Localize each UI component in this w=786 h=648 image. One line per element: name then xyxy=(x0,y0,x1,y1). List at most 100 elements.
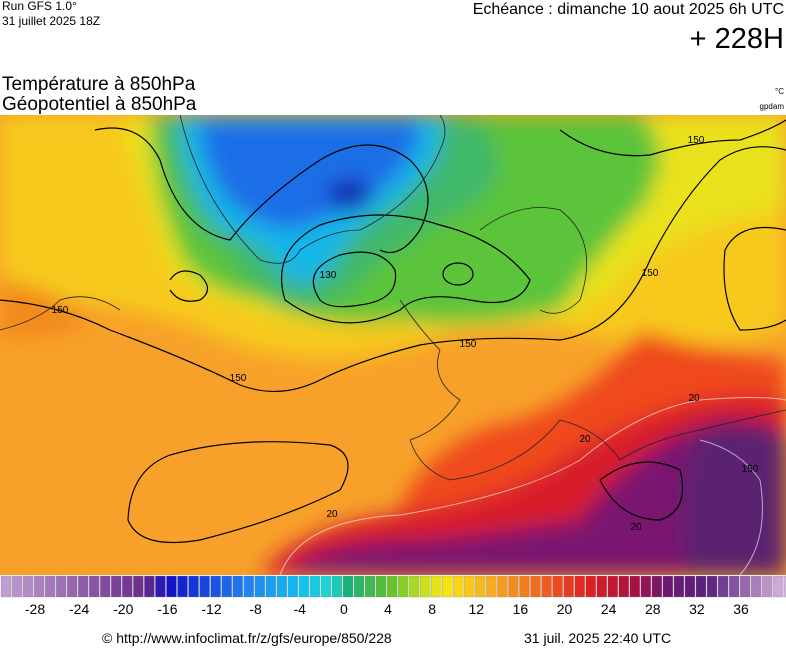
echeance: Echéance : dimanche 10 aout 2025 6h UTC xyxy=(473,1,784,18)
colorbar-swatch xyxy=(442,575,453,598)
colorbar-swatch xyxy=(519,575,530,598)
colorbar-swatch xyxy=(497,575,508,598)
colorbar-tick-label: 20 xyxy=(557,601,573,617)
contour-label: 20 xyxy=(630,522,642,533)
run-date: 31 juillet 2025 18Z xyxy=(2,14,100,28)
colorbar-swatch xyxy=(166,575,177,598)
colorbar-swatch xyxy=(210,575,221,598)
colorbar-swatch xyxy=(640,575,651,598)
contour-label: 150 xyxy=(460,339,477,350)
colorbar-swatch xyxy=(464,575,475,598)
colorbar-swatch xyxy=(89,575,100,598)
title-geopotential: Géopotentiel à 850hPa xyxy=(2,94,197,115)
colorbar-tick-label: -8 xyxy=(249,601,262,617)
colorbar-swatch xyxy=(739,575,751,598)
colorbar-tick-label: -16 xyxy=(157,601,177,617)
colorbar-swatch xyxy=(0,575,12,598)
colorbar-swatch xyxy=(309,575,321,598)
colorbar-swatch xyxy=(144,575,155,598)
colorbar-swatch xyxy=(486,575,497,598)
colorbar-tick-label: -20 xyxy=(113,601,133,617)
colorbar-swatch xyxy=(56,575,67,598)
coastlines xyxy=(0,115,786,481)
colorbar-swatch xyxy=(100,575,111,598)
colorbar-swatch xyxy=(155,575,166,598)
contour-label: 20 xyxy=(688,393,700,404)
colorbar-swatch xyxy=(276,575,287,598)
contour-label: 130 xyxy=(320,270,337,281)
colorbar-swatch xyxy=(221,575,232,598)
colorbar-swatch xyxy=(762,575,773,598)
colorbar-tick-label: 32 xyxy=(689,601,705,617)
colorbar-swatch xyxy=(508,575,519,598)
colorbar-swatch xyxy=(574,575,585,598)
colorbar-tick-label: -4 xyxy=(294,601,307,617)
colorbar-swatch xyxy=(552,575,563,598)
title-temperature: Température à 850hPa xyxy=(2,74,196,95)
contour-label: 20 xyxy=(326,509,338,520)
map: 150 130 150 150 150 150 20 20 20 20 150 xyxy=(0,115,786,575)
footer-generated: 31 juil. 2025 22:40 UTC xyxy=(524,630,671,646)
colorbar-tick-label: 12 xyxy=(468,601,484,617)
colorbar-swatch xyxy=(706,575,718,598)
colorbar-swatch xyxy=(33,575,45,598)
colorbar-swatch xyxy=(122,575,133,598)
colorbar-swatch xyxy=(453,575,464,598)
colorbar-swatch xyxy=(596,575,607,598)
colorbar-swatch xyxy=(265,575,276,598)
colorbar-swatch xyxy=(22,575,34,598)
contour-label: 150 xyxy=(688,135,705,146)
contour-label: 150 xyxy=(642,268,659,279)
colorbar-swatch xyxy=(475,575,486,598)
contour-label: 20 xyxy=(579,434,591,445)
colorbar-swatch xyxy=(431,575,442,598)
colorbar-swatch xyxy=(629,575,640,598)
contour-label: 150 xyxy=(230,373,247,384)
colorbar-swatch xyxy=(287,575,298,598)
colorbar-tick-label: -12 xyxy=(201,601,221,617)
colorbar-swatch xyxy=(784,575,786,598)
footer-url: © http://www.infoclimat.fr/z/gfs/europe/… xyxy=(102,630,392,646)
colorbar-swatch xyxy=(673,575,685,598)
colorbar-swatch xyxy=(420,575,431,598)
colorbar-swatch xyxy=(320,575,332,598)
colorbar-swatch xyxy=(342,575,354,598)
colorbar-swatch xyxy=(232,575,243,598)
colorbar-swatch xyxy=(375,575,387,598)
colorbar-swatch xyxy=(364,575,376,598)
colorbar-swatch xyxy=(199,575,210,598)
colorbar-swatch xyxy=(409,575,420,598)
colorbar-swatch xyxy=(541,575,552,598)
colorbar-swatch xyxy=(397,575,409,598)
colorbar-swatch xyxy=(78,575,89,598)
geopotential-contours xyxy=(0,119,786,544)
colorbar-swatch xyxy=(353,575,365,598)
colorbar-swatch xyxy=(254,575,265,598)
colorbar-swatch xyxy=(530,575,541,598)
colorbar-swatch xyxy=(298,575,310,598)
colorbar-swatch xyxy=(585,575,596,598)
colorbar-swatch xyxy=(44,575,56,598)
colorbar-swatch xyxy=(563,575,574,598)
contour-labels: 150 130 150 150 150 150 20 20 20 20 150 xyxy=(52,135,759,533)
colorbar-swatch xyxy=(331,575,343,598)
colorbar-swatch xyxy=(773,575,784,598)
colorbar-swatch xyxy=(717,575,729,598)
run-label: Run GFS 1.0° xyxy=(2,0,77,13)
temperature-field xyxy=(0,115,786,575)
colorbar-swatch xyxy=(684,575,696,598)
colorbar-swatch xyxy=(607,575,618,598)
colorbar-tick-label: 0 xyxy=(340,601,348,617)
colorbar-tick-label: -28 xyxy=(25,601,45,617)
temperature-isotherms xyxy=(279,397,786,575)
colorbar-tick-label: -24 xyxy=(69,601,89,617)
colorbar-swatch xyxy=(662,575,674,598)
colorbar-swatch xyxy=(750,575,762,598)
contour-label: 150 xyxy=(742,464,759,475)
colorbar-swatch xyxy=(11,575,23,598)
colorbar-tick-label: 36 xyxy=(733,601,749,617)
colorbar-tick-label: 28 xyxy=(645,601,661,617)
colorbar-swatch xyxy=(177,575,188,598)
colorbar-swatch xyxy=(618,575,629,598)
